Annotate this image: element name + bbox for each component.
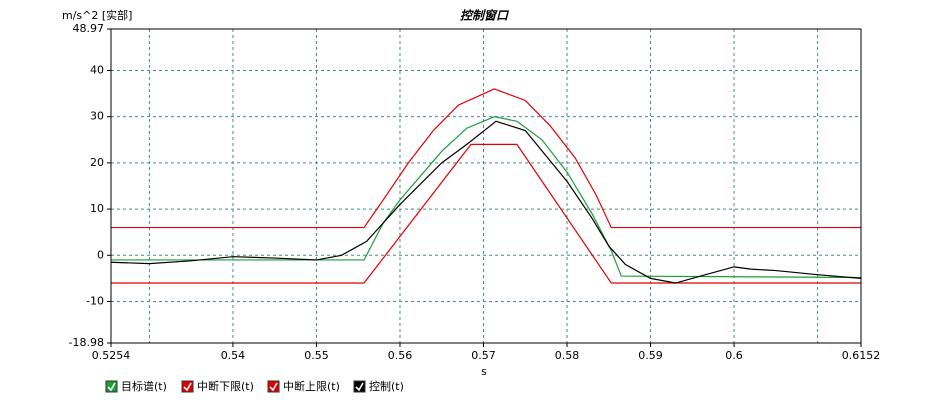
y-tick-label: -18.98	[69, 336, 104, 349]
series-line	[110, 120, 862, 284]
y-tick-label: 0	[97, 248, 104, 261]
legend-item[interactable]: 控制(t)	[353, 379, 404, 393]
legend-checkbox[interactable]	[105, 380, 118, 393]
y-axis-label: m/s^2 [实部]	[62, 8, 132, 22]
plot-border	[110, 28, 862, 344]
legend-checkbox[interactable]	[267, 380, 280, 393]
x-tick-label: 0.57	[471, 349, 496, 362]
x-tick-label: 0.56	[388, 349, 413, 362]
x-tick-label: 0.54	[221, 349, 246, 362]
x-tick-label: 0.6152	[842, 349, 881, 362]
series-line	[111, 88, 861, 229]
plot-area	[111, 29, 861, 343]
x-tick-label: 0.59	[638, 349, 663, 362]
check-mark	[183, 382, 192, 392]
y-tick-label: 10	[90, 202, 104, 215]
y-tick-label: -10	[86, 295, 104, 308]
legend-label: 中断下限(t)	[197, 379, 254, 393]
legend-label: 控制(t)	[369, 379, 404, 393]
chart-title: 控制窗口	[460, 9, 510, 23]
series-line	[111, 143, 861, 284]
legend-checkbox[interactable]	[181, 380, 194, 393]
x-axis-label: s	[481, 365, 487, 378]
legend-checkbox[interactable]	[353, 380, 366, 393]
x-tick-label: 0.6	[725, 349, 743, 362]
x-tick-label: 0.5254	[92, 349, 131, 362]
y-tick-label: 40	[90, 63, 104, 76]
check-mark	[269, 382, 278, 392]
x-tick-label: 0.55	[304, 349, 329, 362]
check-mark	[107, 382, 116, 392]
legend-label: 中断上限(t)	[283, 379, 340, 393]
legend-item[interactable]: 中断上限(t)	[267, 379, 340, 393]
y-tick-label: 48.97	[73, 22, 105, 35]
legend-item[interactable]: 中断下限(t)	[181, 379, 254, 393]
x-tick-label: 0.58	[555, 349, 580, 362]
y-tick-label: 30	[90, 110, 104, 123]
y-tick-label: 20	[90, 156, 104, 169]
legend-label: 目标谱(t)	[121, 379, 167, 393]
legend-item[interactable]: 目标谱(t)	[105, 379, 167, 393]
check-mark	[355, 382, 364, 392]
